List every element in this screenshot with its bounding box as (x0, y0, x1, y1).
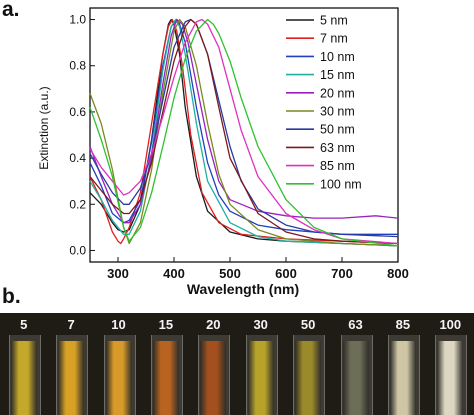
vial-liquid (10, 341, 37, 415)
vial-label: 30 (253, 317, 268, 332)
legend-label: 7 nm (320, 32, 348, 46)
y-tick-label: 0.8 (69, 59, 86, 73)
y-tick-label: 0.6 (69, 105, 86, 119)
vial-liquid (342, 341, 369, 415)
plot-frame (89, 7, 399, 263)
series-line-7-nm (89, 18, 399, 245)
legend-label: 63 nm (320, 141, 355, 155)
vial-liquid (295, 341, 322, 415)
series-line-15-nm (89, 18, 399, 247)
y-tick-label: 0.0 (69, 243, 86, 257)
x-tick-label: 600 (275, 266, 297, 281)
y-tick-label: 0.2 (69, 197, 86, 211)
panel-b-label: b. (2, 285, 21, 308)
x-tick-label: 300 (107, 266, 129, 281)
y-tick-label: 1.0 (69, 13, 86, 27)
vial-label: 15 (158, 317, 174, 332)
series-line-20-nm (89, 18, 399, 224)
vial-label: 100 (439, 317, 462, 332)
vial-label: 20 (206, 317, 221, 332)
vial-label: 50 (300, 317, 316, 332)
legend-label: 100 nm (320, 177, 362, 191)
legend-label: 50 nm (320, 123, 355, 137)
x-tick-label: 800 (387, 266, 409, 281)
legend-label: 10 nm (320, 50, 355, 64)
vial-liquid (247, 341, 274, 415)
panel-a-label: a. (2, 0, 20, 21)
vial-liquid (437, 341, 464, 415)
series-line-100-nm (89, 18, 399, 247)
vials-photo: 5 7 10 15 20 30 50 63 85 100 (0, 313, 474, 415)
legend-label: 20 nm (320, 86, 355, 100)
series-line-63-nm (89, 18, 399, 245)
vial-liquid (105, 341, 132, 415)
vial-label: 7 (67, 317, 75, 332)
vial-liquid (152, 341, 179, 415)
vial-label: 85 (395, 317, 411, 332)
vial-label: 10 (111, 317, 126, 332)
series-line-85-nm (89, 18, 399, 245)
vial-liquid (58, 341, 85, 415)
legend-label: 15 nm (320, 68, 355, 82)
vial-liquid (389, 341, 416, 415)
x-tick-label: 700 (331, 266, 353, 281)
x-tick-label: 400 (163, 266, 185, 281)
x-tick-label: 500 (219, 266, 241, 281)
y-tick-label: 0.4 (69, 151, 86, 165)
x-axis-label: Wavelength (nm) (187, 281, 299, 297)
legend-label: 5 nm (320, 14, 348, 28)
vial-label: 5 (20, 317, 28, 332)
y-axis-label: Extinction (a.u.) (37, 86, 51, 169)
legend-label: 30 nm (320, 105, 355, 119)
legend-label: 85 nm (320, 159, 355, 173)
vial-liquid (200, 341, 227, 415)
vial-label: 63 (348, 317, 363, 332)
extinction-chart: 300 400 500 600 700 800 0.0 0.2 0.4 0.6 0.8 1.0 5 nm… (37, 7, 409, 297)
